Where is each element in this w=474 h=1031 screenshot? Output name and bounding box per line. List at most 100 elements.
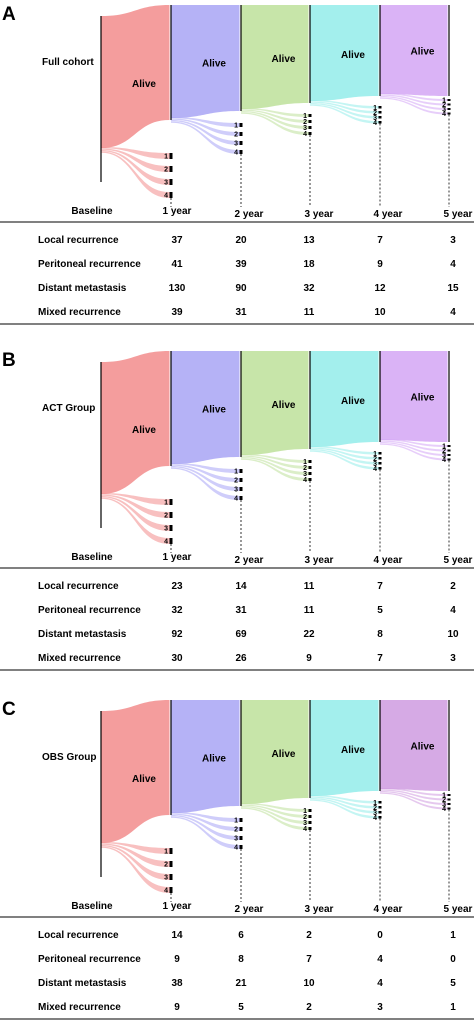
recurrence-code: 4 (164, 193, 168, 200)
recurrence-code: 1 (442, 793, 446, 800)
recurrence-flow (171, 463, 240, 473)
stage-label: 2 year (235, 209, 264, 220)
recurrence-node (308, 114, 312, 117)
stage-label: 5 year (444, 555, 473, 566)
recurrence-flow (380, 94, 448, 106)
table-cell: 37 (171, 235, 183, 246)
recurrence-flow (380, 791, 448, 805)
recurrence-code: 3 (234, 487, 238, 494)
recurrence-flow (171, 812, 240, 822)
recurrence-node (378, 121, 382, 124)
table-row-label: Mixed recurrence (38, 307, 121, 318)
recurrence-code: 2 (442, 102, 446, 109)
stage-label: 3 year (305, 209, 334, 220)
table-cell: 7 (306, 954, 312, 965)
table-cell: 30 (171, 653, 183, 664)
alive-label: Alive (272, 749, 296, 760)
alive-label: Alive (411, 742, 435, 753)
recurrence-node (378, 116, 382, 119)
recurrence-flow (310, 104, 379, 124)
recurrence-node (308, 460, 312, 463)
table-cell: 23 (171, 581, 183, 592)
table-cell: 10 (303, 978, 315, 989)
table-cell: 5 (238, 1002, 244, 1013)
table-cell: 8 (377, 629, 383, 640)
table-cell: 2 (450, 581, 456, 592)
table-cell: 10 (447, 629, 459, 640)
stage-label: Baseline (71, 901, 113, 912)
table-cell: 8 (238, 954, 244, 965)
table-cell: 31 (235, 605, 247, 616)
recurrence-node (239, 836, 243, 840)
alive-flow (101, 700, 170, 843)
recurrence-code: 4 (303, 477, 307, 484)
recurrence-flow (380, 439, 448, 447)
alive-flow (310, 5, 379, 101)
recurrence-node (239, 818, 243, 822)
table-cell: 130 (169, 283, 186, 294)
recurrence-code: 1 (234, 818, 238, 825)
alive-label: Alive (202, 59, 226, 70)
recurrence-flow (241, 111, 309, 129)
recurrence-code: 3 (442, 107, 446, 114)
table-row-label: Local recurrence (38, 930, 119, 941)
recurrence-flow (241, 804, 309, 818)
recurrence-node (308, 466, 312, 469)
recurrence-node (447, 103, 451, 106)
table-row-label: Local recurrence (38, 581, 119, 592)
recurrence-code: 3 (442, 453, 446, 460)
recurrence-flow (101, 842, 170, 854)
recurrence-node (169, 499, 173, 505)
recurrence-flow (241, 457, 309, 475)
recurrence-node (308, 809, 312, 812)
recurrence-code: 4 (442, 806, 446, 813)
recurrence-node (447, 112, 451, 115)
recurrence-node (239, 487, 243, 491)
recurrence-node (308, 120, 312, 123)
table-cell: 69 (235, 629, 247, 640)
recurrence-flow (171, 816, 240, 849)
table-cell: 38 (171, 978, 183, 989)
stage-label: Baseline (71, 552, 113, 563)
table-row-label: Peritoneal recurrence (38, 605, 141, 616)
recurrence-code: 1 (164, 500, 168, 507)
recurrence-flow (380, 440, 448, 452)
recurrence-code: 3 (373, 810, 377, 817)
recurrence-code: 1 (164, 849, 168, 856)
alive-label: Alive (132, 79, 156, 90)
recurrence-code: 2 (303, 814, 307, 821)
table-cell: 32 (171, 605, 183, 616)
recurrence-flow (171, 466, 240, 491)
table-cell: 9 (306, 653, 312, 664)
recurrence-node (308, 478, 312, 481)
table-cell: 9 (174, 954, 180, 965)
recurrence-flow (310, 101, 379, 114)
recurrence-code: 4 (442, 111, 446, 118)
table-cell: 90 (235, 283, 247, 294)
recurrence-flow (380, 93, 448, 101)
recurrence-flow (101, 148, 170, 172)
stage-label: 5 year (444, 904, 473, 915)
recurrence-code: 4 (234, 496, 238, 503)
table-cell: 32 (303, 283, 315, 294)
recurrence-node (169, 179, 173, 185)
table-cell: 4 (377, 954, 383, 965)
recurrence-flow (380, 96, 448, 110)
recurrence-flow (241, 803, 309, 812)
recurrence-node (308, 132, 312, 135)
recurrence-node (308, 815, 312, 818)
recurrence-code: 2 (373, 456, 377, 463)
table-row-label: Local recurrence (38, 235, 119, 246)
recurrence-code: 2 (164, 513, 168, 520)
recurrence-node (447, 445, 451, 447)
table-cell: 4 (450, 605, 456, 616)
table-cell: 22 (303, 629, 315, 640)
table-row-label: Distant metastasis (38, 978, 127, 989)
recurrence-flow (241, 807, 309, 830)
table-cell: 1 (450, 930, 456, 941)
recurrence-code: 1 (234, 469, 238, 476)
recurrence-code: 4 (373, 120, 377, 127)
recurrence-flow (241, 455, 309, 469)
